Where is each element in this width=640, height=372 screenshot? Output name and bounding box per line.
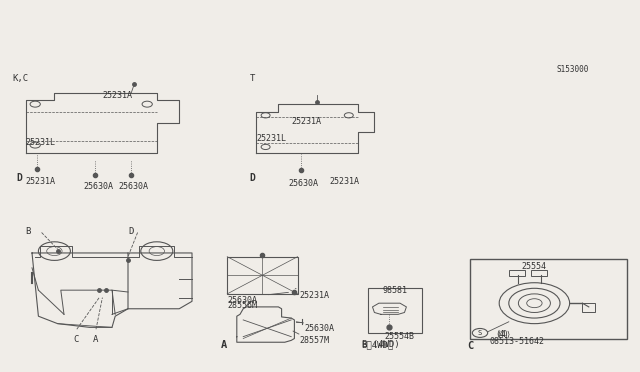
Text: 25630A: 25630A (83, 182, 113, 191)
Text: 25630A: 25630A (288, 179, 318, 187)
Text: D: D (16, 173, 22, 183)
Text: K,C: K,C (13, 74, 29, 83)
Text: B〈4WD〉: B〈4WD〉 (362, 340, 394, 349)
Text: 25554B: 25554B (384, 332, 414, 341)
Text: ⟨4⟩: ⟨4⟩ (496, 330, 511, 339)
Text: (4): (4) (496, 330, 508, 339)
Text: D: D (128, 227, 133, 236)
Text: 98581: 98581 (382, 286, 407, 295)
Text: 25554: 25554 (522, 262, 547, 271)
Text: 25630A: 25630A (304, 324, 334, 333)
Text: 25231A: 25231A (300, 291, 330, 300)
Text: 28556M: 28556M (227, 301, 257, 310)
Text: 25630A: 25630A (118, 182, 148, 191)
Text: C: C (467, 341, 474, 352)
Text: T: T (250, 74, 255, 83)
Text: 08513-51642: 08513-51642 (490, 337, 545, 346)
Text: 25231A: 25231A (330, 177, 360, 186)
Text: 25231A: 25231A (26, 177, 56, 186)
Text: 25630A: 25630A (227, 296, 257, 305)
Text: D: D (250, 173, 255, 183)
Text: C: C (74, 335, 79, 344)
Bar (470, 259, 627, 339)
Text: 25231L: 25231L (256, 134, 286, 143)
Text: 25231L: 25231L (26, 138, 56, 147)
Bar (582, 303, 595, 312)
Text: B (4WD): B (4WD) (362, 340, 399, 349)
Bar (531, 270, 547, 276)
Text: 28557M: 28557M (300, 336, 330, 345)
Bar (368, 288, 422, 333)
Bar (509, 270, 525, 276)
Text: S: S (478, 330, 482, 336)
Text: 25231A: 25231A (291, 117, 321, 126)
Text: 25231A: 25231A (102, 91, 132, 100)
Text: A: A (93, 335, 98, 344)
Bar (227, 257, 298, 294)
Text: A: A (221, 340, 227, 350)
Text: B: B (26, 227, 31, 236)
Text: S153000: S153000 (557, 65, 589, 74)
